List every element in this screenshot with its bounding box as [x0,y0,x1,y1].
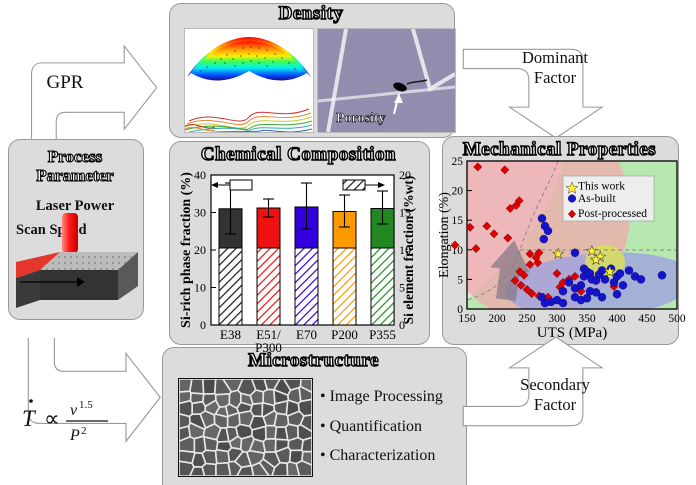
svg-text:400: 400 [608,313,626,325]
svg-text:UTS (MPa): UTS (MPa) [537,325,607,341]
svg-text:5: 5 [457,274,463,286]
svg-text:350: 350 [578,313,596,325]
svg-text:300: 300 [548,313,566,325]
svg-text:150: 150 [458,313,476,325]
svg-text:15: 15 [452,215,464,227]
svg-text:20: 20 [452,186,464,198]
svg-text:This work: This work [578,181,625,193]
svg-text:Post-processed: Post-processed [578,208,647,220]
svg-text:200: 200 [488,313,506,325]
svg-text:500: 500 [668,313,686,325]
svg-text:450: 450 [638,313,656,325]
svg-text:250: 250 [518,313,536,325]
svg-text:Elongation (%): Elongation (%) [437,192,452,278]
svg-text:As-built: As-built [578,193,617,205]
